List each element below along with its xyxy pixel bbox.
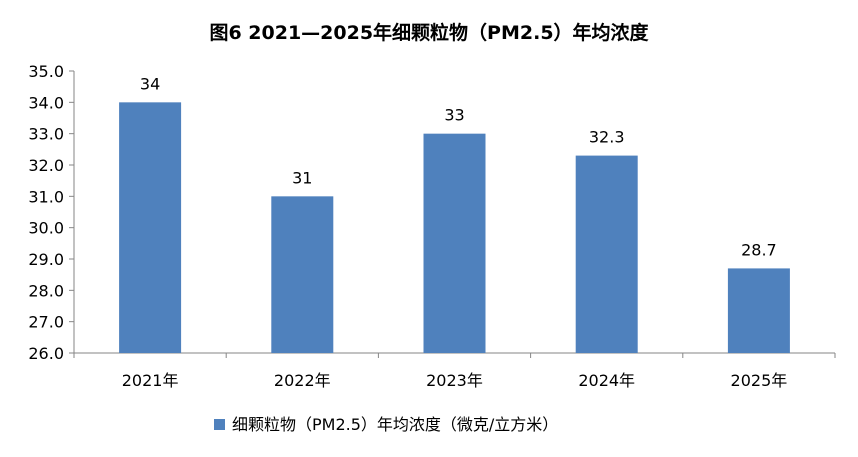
x-tick-label: 2025年	[731, 371, 788, 390]
x-tick-label: 2022年	[274, 371, 331, 390]
bar	[575, 155, 638, 353]
bar	[423, 133, 486, 353]
y-tick-label: 30.0	[28, 219, 64, 238]
data-label: 32.3	[589, 128, 625, 147]
data-label: 31	[292, 168, 312, 187]
y-tick-label: 26.0	[28, 344, 64, 363]
y-tick-label: 29.0	[28, 250, 64, 269]
legend-label: 细颗粒物（PM2.5）年均浓度（微克/立方米）	[232, 415, 558, 434]
bar	[727, 268, 790, 353]
y-tick-label: 27.0	[28, 313, 64, 332]
y-tick-label: 35.0	[28, 62, 64, 81]
data-label: 34	[140, 74, 160, 93]
y-tick-label: 31.0	[28, 187, 64, 206]
legend: 细颗粒物（PM2.5）年均浓度（微克/立方米）	[214, 415, 558, 434]
y-tick-label: 28.0	[28, 281, 64, 300]
legend-swatch	[214, 419, 225, 430]
bar	[271, 196, 334, 353]
bar	[119, 102, 182, 353]
x-tick-label: 2024年	[578, 371, 635, 390]
x-tick-label: 2023年	[426, 371, 483, 390]
data-label: 33	[444, 106, 464, 125]
y-tick-label: 34.0	[28, 93, 64, 112]
data-label: 28.7	[741, 240, 777, 259]
y-tick-label: 33.0	[28, 125, 64, 144]
y-tick-label: 32.0	[28, 156, 64, 175]
chart-title: 图6 2021—2025年细颗粒物（PM2.5）年均浓度	[209, 21, 649, 44]
x-tick-label: 2021年	[122, 371, 179, 390]
